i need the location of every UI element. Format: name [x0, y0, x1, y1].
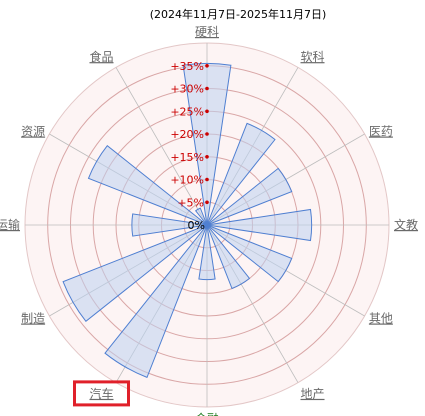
radial-tick-label: +35%: [170, 60, 204, 73]
radial-tick-dot: [205, 132, 209, 136]
bar-制造: [62, 224, 208, 323]
bar-汽车: [104, 224, 208, 379]
bar-其他: [206, 224, 293, 283]
radial-tick-label: +5%: [177, 196, 204, 209]
sector-label-地产[interactable]: 地产: [301, 387, 325, 401]
bar-资源: [87, 144, 208, 226]
radial-tick-dot: [205, 109, 209, 114]
radial-tick-dot: [205, 64, 209, 68]
bar-地产: [206, 224, 251, 290]
sector-label-资源[interactable]: 资源: [21, 125, 45, 139]
bar-医药: [206, 167, 293, 226]
sector-label-食品[interactable]: 食品: [89, 49, 113, 64]
sector-label-文教[interactable]: 文教: [394, 217, 418, 232]
bar-食品: [194, 207, 208, 226]
radial-tick-dot: [205, 155, 209, 159]
sector-label-硬科[interactable]: 硬科: [195, 25, 219, 39]
sector-label-汽车[interactable]: 汽车: [89, 386, 113, 401]
radial-tick-labels: 0% +5% +10% +15% +20% +25% +30% +35%: [170, 60, 209, 232]
bar-软科: [206, 122, 276, 226]
sector-label-医药[interactable]: 医药: [369, 125, 393, 139]
radial-tick-dot: [205, 200, 209, 205]
sector-label-金融[interactable]: 金融: [195, 411, 219, 416]
date-range-label: (2024年11月7日-2025年11月7日): [150, 7, 327, 21]
radial-tick-label: +25%: [170, 105, 204, 118]
bar-金融: [198, 224, 216, 281]
radial-tick-label: +30%: [170, 83, 204, 96]
radial-tick-label: +20%: [170, 128, 204, 141]
radial-tick-label: 0%: [188, 219, 205, 232]
sector-label-软科[interactable]: 软科: [301, 50, 325, 64]
sector-labels: 硬科软科医药文教其他地产金融 汽车 制造 运输 资源 食品: [0, 25, 418, 416]
bar-运输: [131, 213, 208, 237]
grid-spoke: [115, 67, 208, 226]
highlight-box: [73, 380, 130, 407]
sector-label-运输[interactable]: 运输: [0, 217, 20, 232]
sector-label-其他[interactable]: 其他: [369, 312, 393, 326]
data-bars: [62, 62, 313, 379]
bar-硬科: [182, 62, 232, 226]
radial-tick-dot: [205, 177, 209, 182]
sector-label-制造[interactable]: 制造: [21, 312, 45, 326]
radial-tick-dot: [205, 86, 209, 91]
radial-tick-label: +15%: [170, 151, 204, 164]
bar-文教: [206, 208, 313, 242]
radial-tick-label: +10%: [170, 174, 204, 187]
